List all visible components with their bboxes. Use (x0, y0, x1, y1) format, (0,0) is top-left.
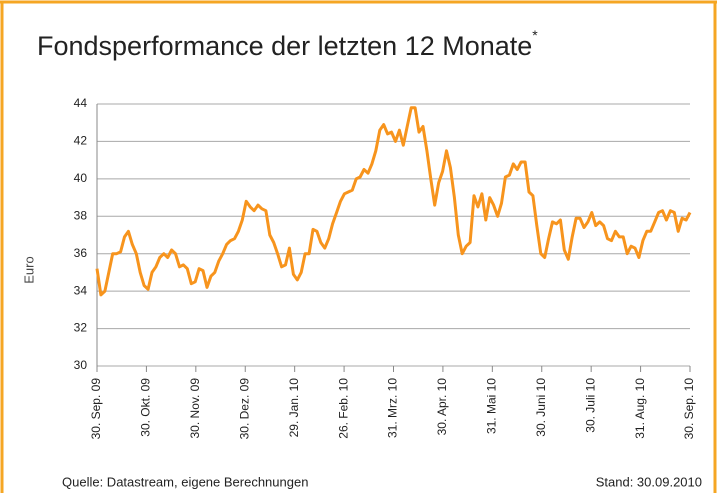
y-tick-label: 44 (74, 96, 88, 110)
date-note: Stand: 30.09.2010 (596, 474, 702, 489)
y-tick-label: 38 (74, 208, 88, 222)
y-tick-label: 40 (74, 171, 88, 185)
title-note: * (532, 27, 538, 43)
source-note: Quelle: Datastream, eigene Berechnungen (62, 474, 308, 489)
line-series (95, 106, 692, 297)
x-tick-label: 30. Juli 10 (583, 378, 597, 433)
y-tick-label: 32 (74, 321, 88, 335)
x-tick-label: 31. Mrz. 10 (386, 378, 400, 438)
y-tick-label: 42 (74, 134, 88, 148)
x-tick-label: 30. Sep. 10 (682, 378, 696, 440)
y-axis-label: Euro (21, 256, 36, 283)
title-text: Fondsperformance der letzten 12 Monate (37, 31, 532, 61)
x-tick-label: 30. Sep. 09 (89, 378, 103, 440)
y-tick-label: 30 (74, 358, 88, 372)
y-tick-label: 36 (74, 246, 88, 260)
x-tick-label: 29. Jan. 10 (287, 378, 301, 438)
x-tick-label: 31. Aug. 10 (633, 378, 647, 439)
x-tick-label: 26. Feb. 10 (336, 378, 350, 439)
x-tick-label: 30. Dez. 09 (237, 378, 251, 440)
x-tick-label: 30. Nov. 09 (188, 378, 202, 439)
chart-title: Fondsperformance der letzten 12 Monate* (37, 27, 538, 61)
x-tick-label: 30. Juni 10 (534, 378, 548, 437)
x-tick-label: 31. Mai 10 (485, 378, 499, 434)
y-tick-label: 34 (74, 283, 88, 297)
x-tick-label: 30. Okt. 09 (139, 378, 153, 437)
x-tick-label: 30. Apr. 10 (435, 378, 449, 436)
